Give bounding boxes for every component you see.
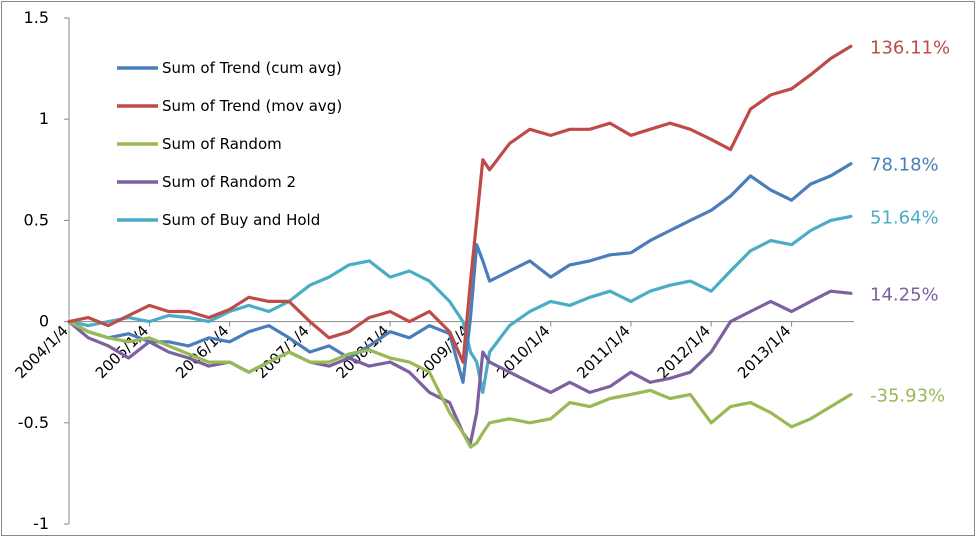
end-label-1: 136.11% xyxy=(870,37,950,58)
x-tick-label: 2007/1/4 xyxy=(252,322,312,382)
series-line-1 xyxy=(67,44,853,364)
x-tick-label: 2004/1/4 xyxy=(11,322,71,382)
end-label-0: 78.18% xyxy=(870,155,939,176)
legend-label-3: Sum of Random 2 xyxy=(162,173,296,191)
series-line-0 xyxy=(67,162,853,384)
series-line-2 xyxy=(67,320,853,449)
legend-label-1: Sum of Trend (mov avg) xyxy=(162,97,342,115)
x-tick-label: 2010/1/4 xyxy=(493,322,553,382)
end-label-4: 51.64% xyxy=(870,207,939,228)
legend-label-4: Sum of Buy and Hold xyxy=(162,211,320,229)
axes xyxy=(68,18,854,524)
y-tick-label: 1.5 xyxy=(24,8,49,27)
series-lines xyxy=(67,44,853,449)
y-tick-label: -0.5 xyxy=(18,413,49,432)
x-tick-label: 2011/1/4 xyxy=(573,322,633,382)
x-axis-ticks: 2004/1/4 2005/1/4 2006/1/4 2007/1/4 2008/1/4… xyxy=(11,321,794,382)
y-axis-ticks: 1.5 1 0.5 0 -0.5 -1 xyxy=(18,8,69,533)
series-line-4 xyxy=(67,214,853,394)
legend: Sum of Trend (cum avg) Sum of Trend (mov … xyxy=(117,59,342,229)
y-tick-label: 0 xyxy=(39,312,49,331)
series-line-3 xyxy=(67,289,853,445)
end-label-2: -35.93% xyxy=(870,385,945,406)
legend-label-0: Sum of Trend (cum avg) xyxy=(162,59,342,77)
y-tick-label: -1 xyxy=(33,514,49,533)
legend-label-2: Sum of Random xyxy=(162,135,282,153)
end-labels: 78.18% 136.11% -35.93% 14.25% 51.64% xyxy=(870,37,950,406)
y-tick-label: 0.5 xyxy=(24,210,49,229)
end-label-3: 14.25% xyxy=(870,284,939,305)
x-tick-label: 2005/1/4 xyxy=(92,322,152,382)
y-tick-label: 1 xyxy=(39,109,49,128)
x-tick-label: 2013/1/4 xyxy=(734,322,794,382)
